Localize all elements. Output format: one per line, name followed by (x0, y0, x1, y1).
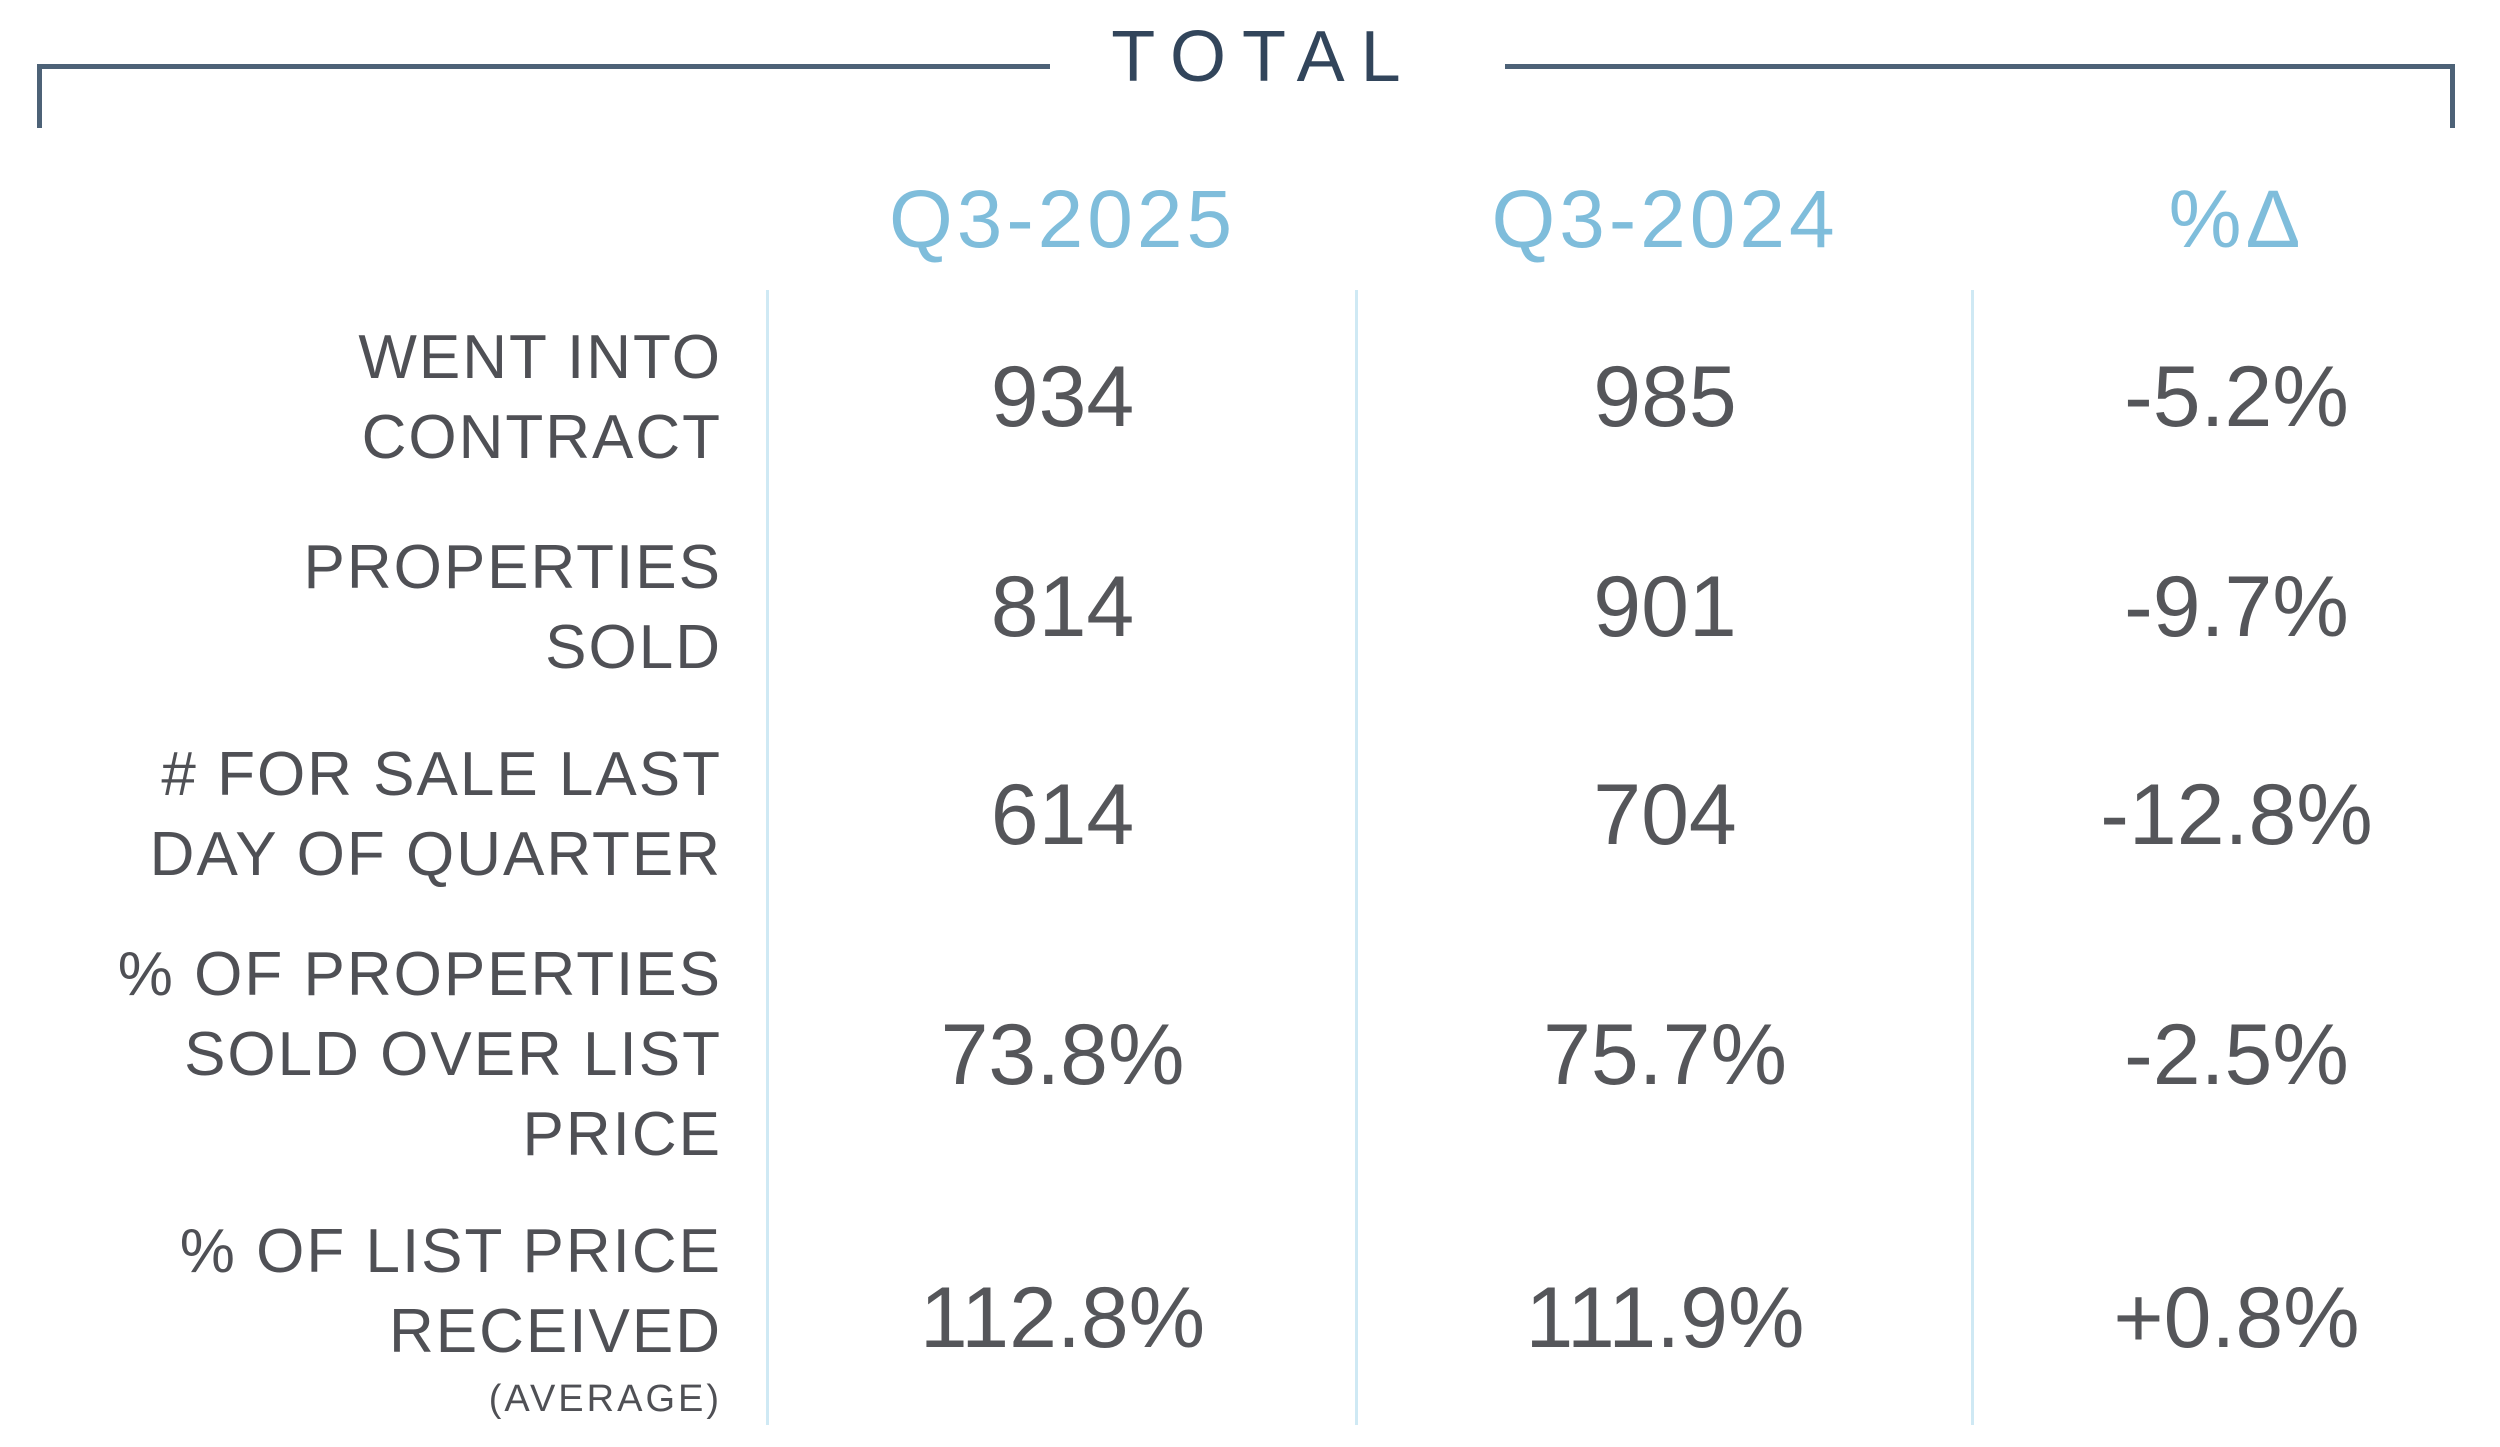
value-properties-sold-q3-2025: 814 (990, 559, 1135, 655)
column-header-pct-delta: %Δ (2168, 174, 2305, 265)
column-divider (766, 290, 769, 1425)
column-header-q3-2024: Q3-2024 (1491, 174, 1839, 265)
row-label-properties-sold: PROPERTIES SOLD (0, 505, 768, 710)
value-pct-sold-over-list-q3-2024: 75.7% (1543, 1006, 1787, 1103)
bracket-left-cap (37, 64, 42, 128)
row-sublabel-average: (AVERAGE) (488, 1377, 722, 1420)
row-label-line: # FOR SALE LAST (161, 740, 722, 809)
column-header-q3-2025: Q3-2025 (888, 174, 1237, 265)
row-label-line: PROPERTIES (303, 532, 722, 602)
value-properties-sold-q3-2024: 901 (1593, 559, 1737, 655)
bracket-left-line (37, 64, 1050, 69)
bracket-right-cap (2450, 64, 2455, 128)
row-label-line: SOLD (545, 612, 722, 682)
value-for-sale-last-day-q3-2025: 614 (990, 766, 1135, 863)
value-pct-sold-over-list-pct-delta: -2.5% (2124, 1006, 2349, 1103)
row-label-pct-list-price-received: % OF LIST PRICE RECEIVED (AVERAGE) (0, 1190, 768, 1447)
row-label-line: WENT INTO (358, 322, 722, 392)
row-label-for-sale-last-day: # FOR SALE LAST DAY OF QUARTER (0, 710, 768, 920)
value-pct-sold-over-list-q3-2025: 73.8% (940, 1006, 1185, 1103)
header-spacer (0, 150, 768, 290)
row-label-line: DAY OF QUARTER (149, 820, 722, 889)
value-properties-sold-pct-delta: -9.7% (2124, 559, 2349, 655)
row-label-line: PRICE (522, 1100, 722, 1169)
value-pct-list-price-received-q3-2024: 111.9% (1525, 1270, 1805, 1366)
bracket-right-line (1505, 64, 2455, 69)
panel-title: TOTAL (1111, 17, 1417, 97)
value-for-sale-last-day-q3-2024: 704 (1593, 766, 1737, 863)
value-went-into-contract-q3-2025: 934 (990, 349, 1135, 445)
row-label-line: % OF PROPERTIES (117, 940, 722, 1009)
row-label-line: % OF LIST PRICE (179, 1216, 722, 1286)
value-pct-list-price-received-q3-2025: 112.8% (919, 1270, 1206, 1366)
row-label-line: CONTRACT (361, 402, 722, 472)
value-went-into-contract-pct-delta: -5.2% (2124, 349, 2349, 445)
column-divider (1355, 290, 1358, 1425)
stats-table: Q3-2025 Q3-2024 %Δ WENT INTO CONTRACT 93… (0, 150, 2500, 1447)
column-divider (1971, 290, 1974, 1425)
row-label-pct-sold-over-list: % OF PROPERTIES SOLD OVER LIST PRICE (0, 920, 768, 1190)
row-label-went-into-contract: WENT INTO CONTRACT (0, 290, 768, 505)
value-pct-list-price-received-pct-delta: +0.8% (2113, 1270, 2360, 1366)
value-went-into-contract-q3-2024: 985 (1593, 349, 1737, 445)
row-label-line: SOLD OVER LIST (184, 1020, 722, 1089)
value-for-sale-last-day-pct-delta: -12.8% (2100, 766, 2373, 863)
row-label-line: RECEIVED (389, 1296, 722, 1366)
